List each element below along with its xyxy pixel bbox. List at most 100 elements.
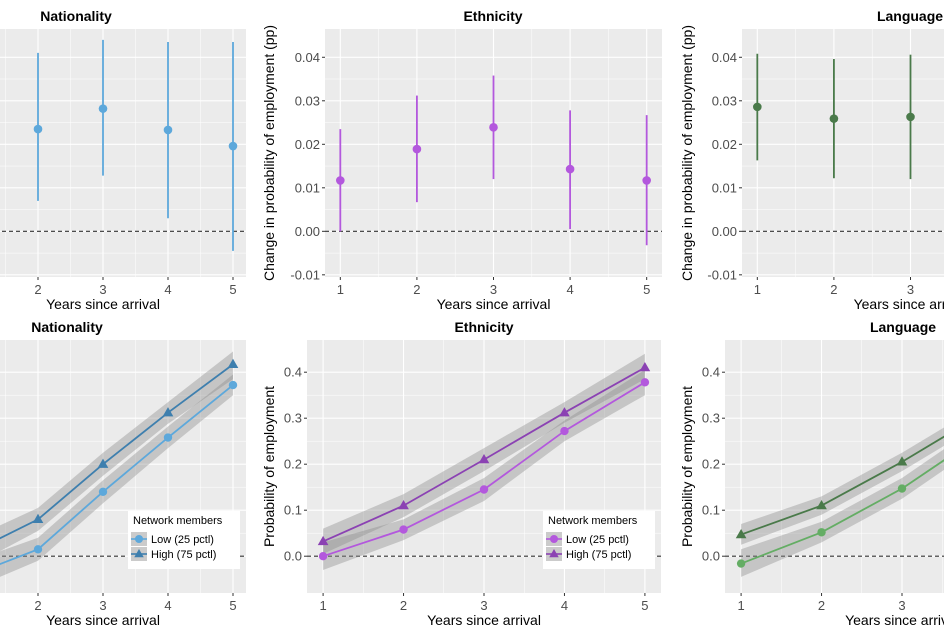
marker-circle bbox=[228, 380, 238, 390]
x-tick-label: 5 bbox=[229, 282, 236, 297]
y-tick-label: 0.0 bbox=[284, 549, 302, 564]
confidence-band bbox=[741, 449, 944, 577]
marker-triangle bbox=[816, 500, 827, 510]
marker-circle bbox=[640, 378, 650, 387]
x-axis-label: Years since arrival bbox=[437, 296, 551, 312]
y-axis-label: Probability of employment bbox=[261, 386, 277, 547]
x-axis-label: Years since arrival bbox=[46, 612, 160, 626]
y-tick-label: 0.04 bbox=[712, 50, 737, 65]
x-tick-label: 3 bbox=[480, 598, 487, 613]
marker-circle bbox=[560, 426, 569, 436]
y-tick-label: 0.00 bbox=[295, 224, 320, 239]
legend-title: Network members bbox=[548, 515, 638, 527]
legend-entry: High (75 pctl) bbox=[566, 549, 631, 561]
point-estimate bbox=[489, 123, 498, 132]
point-estimate bbox=[412, 144, 422, 154]
marker-circle bbox=[98, 487, 108, 496]
legend-title: Network members bbox=[133, 515, 223, 527]
x-tick-label: 4 bbox=[566, 282, 573, 297]
marker-triangle bbox=[896, 456, 908, 466]
y-tick-label: 0.2 bbox=[284, 457, 302, 472]
x-tick-label: 1 bbox=[337, 282, 344, 297]
plot-content bbox=[325, 75, 662, 246]
x-tick-label: 4 bbox=[164, 598, 171, 613]
y-tick-label: 0.04 bbox=[295, 50, 320, 65]
marker-triangle bbox=[735, 528, 747, 539]
marker-triangle bbox=[317, 535, 329, 546]
legend-box bbox=[543, 511, 655, 569]
confidence-band bbox=[323, 369, 645, 570]
x-tick-label: 2 bbox=[400, 598, 407, 613]
marker-triangle bbox=[478, 454, 490, 464]
y-tick-label: 0.4 bbox=[284, 365, 302, 380]
chart-panel-ethnicity-prob: 0.0 0.1 0.2 0.3 0.4 1 2 3 4 5 Ethnicity Years since… bbox=[261, 319, 661, 626]
y-tick-label: -0.01 bbox=[290, 267, 320, 282]
point-estimate bbox=[163, 125, 173, 135]
x-tick-label: 2 bbox=[818, 598, 825, 613]
x-tick-label: 3 bbox=[490, 282, 497, 297]
x-axis-label: Years since arrival bbox=[46, 296, 160, 312]
marker-circle bbox=[736, 559, 746, 568]
x-axis-label: Years since arrival bbox=[845, 612, 944, 626]
marker-triangle bbox=[162, 407, 174, 417]
x-tick-label: 1 bbox=[319, 598, 326, 613]
marker-circle bbox=[163, 433, 173, 442]
y-axis-label: Change in probability of employment (pp) bbox=[261, 25, 277, 281]
point-estimate bbox=[565, 164, 575, 174]
legend-box bbox=[128, 511, 240, 569]
x-tick-label: 2 bbox=[34, 282, 41, 297]
chart-panel-language-prob: 0.0 0.1 0.2 0.3 0.4 1 2 3 Language Years since ar… bbox=[679, 319, 944, 626]
chart-panel-ethnicity-change: -0.01 0.00 0.01 0.02 0.03 0.04 1 2 3 4 5 Ethnicity Y… bbox=[261, 8, 662, 312]
plot-content bbox=[742, 53, 944, 232]
plot-content bbox=[0, 39, 246, 251]
y-tick-label: 0.4 bbox=[702, 365, 720, 380]
point-estimate bbox=[228, 141, 238, 151]
marker-triangle bbox=[97, 458, 109, 468]
y-tick-label: 0.01 bbox=[295, 180, 320, 195]
panel-title: Ethnicity bbox=[454, 319, 513, 335]
marker-circle bbox=[33, 545, 43, 554]
y-tick-label: 0.3 bbox=[702, 411, 720, 426]
y-tick-label: 0.02 bbox=[295, 137, 320, 152]
x-tick-label: 2 bbox=[34, 598, 41, 613]
marker-circle bbox=[399, 525, 408, 534]
y-tick-label: 0.03 bbox=[712, 93, 737, 108]
chart-panel-language-change: -0.01 0.00 0.01 0.02 0.03 0.04 1 2 3 Language Year… bbox=[679, 8, 944, 312]
marker-circle bbox=[817, 528, 826, 537]
x-tick-label: 3 bbox=[907, 282, 914, 297]
x-tick-label: 5 bbox=[229, 598, 236, 613]
marker-triangle bbox=[559, 407, 570, 417]
chart-panel-nationality-prob: 2 3 4 5 Nationality Years since arrival Networ… bbox=[0, 319, 246, 626]
marker-triangle bbox=[398, 500, 409, 510]
point-estimate bbox=[906, 112, 915, 122]
x-tick-label: 3 bbox=[99, 282, 106, 297]
panel-title: Language bbox=[870, 319, 936, 335]
y-tick-label: -0.01 bbox=[707, 267, 737, 282]
legend: Network members Low (25 pctl) High (75 pct… bbox=[543, 511, 655, 569]
panel-title: Ethnicity bbox=[463, 8, 522, 24]
x-tick-label: 5 bbox=[641, 598, 648, 613]
point-estimate bbox=[98, 104, 108, 113]
y-tick-label: 0.3 bbox=[284, 411, 302, 426]
plot-background bbox=[742, 29, 944, 277]
panel-title: Nationality bbox=[31, 319, 103, 335]
y-tick-label: 0.01 bbox=[712, 180, 737, 195]
chart-panel-nationality-change: 2 3 4 5 Nationality Years since arrival bbox=[0, 8, 246, 312]
plot-content bbox=[725, 427, 944, 577]
y-axis-label: Change in probability of employment (pp) bbox=[679, 25, 695, 281]
plot-background bbox=[0, 29, 246, 277]
confidence-band bbox=[0, 374, 233, 577]
x-tick-label: 3 bbox=[99, 598, 106, 613]
marker-circle bbox=[479, 485, 489, 494]
legend-entry: Low (25 pctl) bbox=[151, 534, 214, 546]
y-tick-label: 0.1 bbox=[284, 503, 302, 518]
x-tick-label: 4 bbox=[561, 598, 568, 613]
legend-key-circle bbox=[135, 535, 143, 543]
x-tick-label: 3 bbox=[898, 598, 905, 613]
panel-title: Nationality bbox=[40, 8, 112, 24]
y-tick-label: 0.00 bbox=[712, 224, 737, 239]
marker-circle bbox=[318, 552, 328, 561]
panel-title: Language bbox=[877, 8, 943, 24]
legend: Network members Low (25 pctl) High (75 pct… bbox=[128, 511, 240, 569]
